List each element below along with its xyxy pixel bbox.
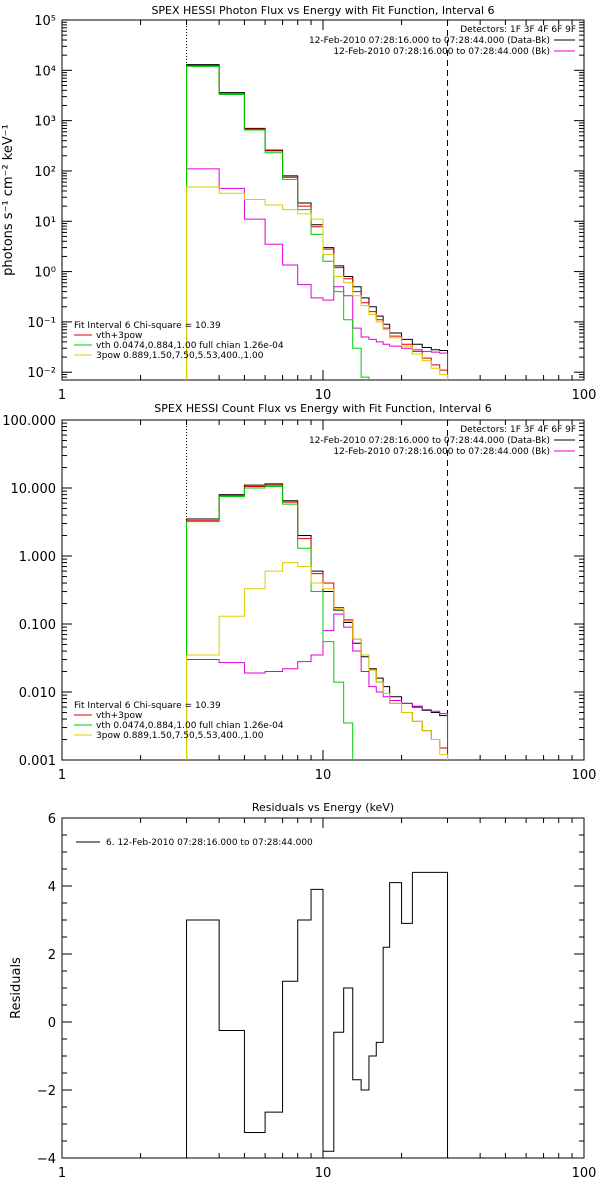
chart-title: Residuals vs Energy (keV) [252,801,394,814]
legend-vth: vth 0.0474,0.884,1.00 full chian 1.26e-0… [96,341,284,351]
chart-panel-3: Residuals vs Energy (keV) 1 10 100 −4 −2 0 2 4 6 R… [9,801,596,1181]
x-tick-label: 1 [58,768,66,783]
plot-area [186,420,449,760]
chart-title: SPEX HESSI Count Flux vs Energy with Fit… [154,402,491,415]
y-tick-label: 10³ [34,115,56,130]
series-3pow [186,186,449,380]
legend-vth: vth 0.0474,0.884,1.00 full chian 1.26e-0… [96,721,284,731]
legend-fit-interval: Fit Interval 6 Chi-square = 10.39 [74,321,221,331]
x-tick-label: 10 [315,388,332,403]
legend-data-bk: 12-Feb-2010 07:28:16.000 to 07:28:44.000… [309,436,550,446]
plot-area [186,871,449,1158]
y-axis-label: photons s⁻¹ cm⁻² keV⁻¹ [1,124,16,276]
y-tick-label: 1.000 [19,550,56,565]
series-data-bk [186,483,449,760]
legend-data-bk: 12-Feb-2010 07:28:16.000 to 07:28:44.000… [309,36,550,46]
y-tick-label: −4 [37,1152,56,1167]
y-tick-label: 100.000 [2,414,56,429]
chart-panel-1: SPEX HESSI Photon Flux vs Energy with Fi… [1,4,596,403]
series-3pow [186,562,449,760]
y-tick-label: 10⁻² [27,366,56,381]
series-bk [186,613,449,760]
plot-area [186,20,449,380]
y-tick-label: 0.010 [19,686,56,701]
x-tick-label: 100 [572,388,597,403]
series-vth [186,65,370,380]
chart-panel-2: SPEX HESSI Count Flux vs Energy with Fit… [2,402,596,783]
series-vth [186,486,354,760]
legend-bk: 12-Feb-2010 07:28:16.000 to 07:28:44.000… [333,447,550,457]
legend-vth-3pow: vth+3pow [96,711,142,721]
x-tick-label: 1 [58,388,66,403]
y-tick-label: 10⁴ [34,64,56,79]
series-vth-3pow [186,64,449,380]
x-tick-label: 100 [572,1166,597,1181]
legend-fit-interval: Fit Interval 6 Chi-square = 10.39 [74,701,221,711]
x-tick-label: 100 [572,768,597,783]
legend-detectors: Detectors: 1F 3F 4F 6F 9F [460,25,576,35]
y-tick-label: 4 [48,880,56,895]
series-6-12-feb-2010-07-28-16-000-to-07-28-44-000 [186,871,449,1158]
y-axis-label: Residuals [9,957,24,1019]
legend-detectors: Detectors: 1F 3F 4F 6F 9F [460,425,576,435]
y-tick-label: 10⁻¹ [27,316,56,331]
y-tick-label: 10.000 [11,482,57,497]
y-tick-label: 10¹ [34,215,56,230]
y-tick-label: −2 [37,1084,56,1099]
series-bk [186,168,449,380]
y-tick-label: 6 [48,812,56,827]
y-tick-label: 10⁰ [34,266,56,281]
y-tick-label: 2 [48,948,56,963]
legend-residuals: 6. 12-Feb-2010 07:28:16.000 to 07:28:44.… [106,838,313,848]
legend-bk: 12-Feb-2010 07:28:16.000 to 07:28:44.000… [333,47,550,57]
y-tick-label: 0 [48,1016,56,1031]
chart-title: SPEX HESSI Photon Flux vs Energy with Fi… [151,4,494,17]
y-tick-label: 0.100 [19,618,56,633]
y-tick-label: 0.001 [19,754,56,769]
x-tick-label: 1 [58,1166,66,1181]
legend-3pow: 3pow 0.889,1.50,7.50,5.53,400.,1.00 [96,731,264,741]
x-tick-label: 10 [315,1166,332,1181]
y-tick-label: 10⁵ [34,14,56,29]
legend-3pow: 3pow 0.889,1.50,7.50,5.53,400.,1.00 [96,351,264,361]
series-data-bk [186,64,449,380]
y-tick-label: 10² [34,165,56,180]
x-tick-label: 10 [315,768,332,783]
legend-vth-3pow: vth+3pow [96,331,142,341]
